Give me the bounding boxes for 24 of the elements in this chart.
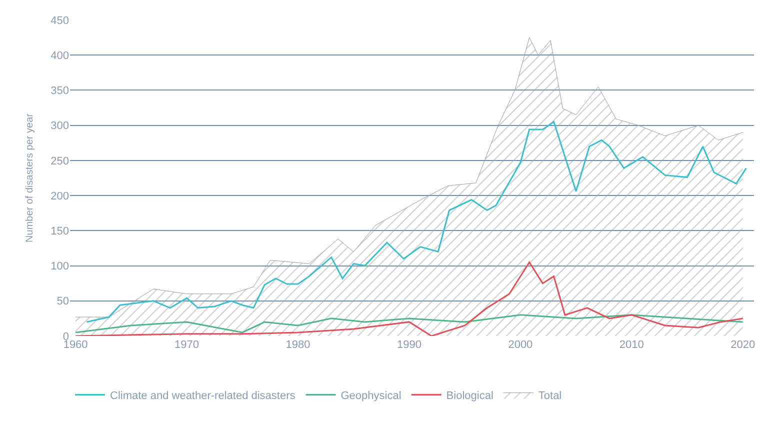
x-tick-label: 1990 xyxy=(396,339,422,351)
y-tick-label: 400 xyxy=(50,50,69,62)
line-series xyxy=(74,262,744,336)
y-tick-label: 50 xyxy=(56,296,69,308)
y-tick-label: 150 xyxy=(50,226,69,238)
y-tick-label: 200 xyxy=(50,190,69,202)
x-tick-label: 2010 xyxy=(619,339,644,351)
x-tick-label: 1980 xyxy=(286,339,310,351)
line-series xyxy=(86,121,747,323)
line-series xyxy=(74,314,744,334)
y-tick-label: 300 xyxy=(50,120,69,132)
x-tick-label: 2020 xyxy=(730,339,756,351)
legend-label: Climate and weather-related disasters xyxy=(110,390,296,402)
x-tick-label: 2000 xyxy=(508,339,533,351)
y-axis-title: Number of disasters per year xyxy=(24,112,36,242)
y-tick-label: 250 xyxy=(50,155,69,168)
x-tick-label: 1960 xyxy=(63,339,88,351)
y-tick-label: 450 xyxy=(50,14,69,27)
legend-label: Geophysical xyxy=(340,390,402,402)
legend-label: Total xyxy=(538,390,562,402)
x-tick-label: 1970 xyxy=(174,339,200,351)
legend-label: Biological xyxy=(446,390,494,402)
y-tick-label: 350 xyxy=(50,85,69,98)
y-tick-label: 100 xyxy=(50,260,69,273)
